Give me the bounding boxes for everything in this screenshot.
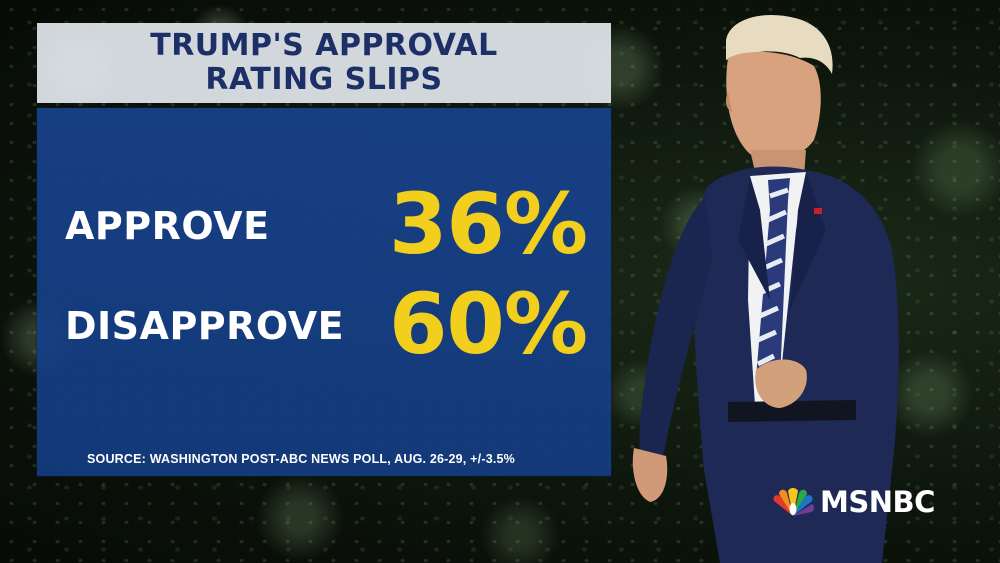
approve-label: APPROVE: [65, 204, 270, 248]
disapprove-value: 60%: [388, 275, 588, 373]
logo-text: MSNBC: [820, 485, 935, 519]
network-logo: MSNBC: [770, 484, 935, 520]
person-figure: [632, 14, 899, 563]
poll-panel: APPROVE 36% DISAPPROVE 60% SOURCE: WASHI…: [37, 108, 611, 476]
source-note: SOURCE: WASHINGTON POST-ABC NEWS POLL, A…: [87, 452, 515, 466]
disapprove-row: DISAPPROVE 60%: [37, 276, 611, 376]
approve-row: APPROVE 36%: [37, 176, 611, 276]
headline-card: TRUMP'S APPROVAL RATING SLIPS: [37, 23, 611, 103]
headline-line-1: TRUMP'S APPROVAL: [150, 28, 498, 63]
approve-value: 36%: [388, 175, 588, 273]
headline-line-2: RATING SLIPS: [205, 62, 443, 97]
peacock-icon: [773, 488, 815, 516]
disapprove-label: DISAPPROVE: [65, 304, 345, 348]
